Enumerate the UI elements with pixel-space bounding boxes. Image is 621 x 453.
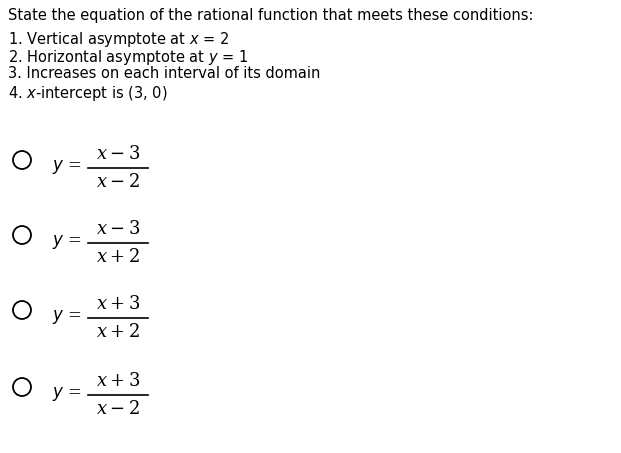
Text: $x-2$: $x-2$ xyxy=(96,173,140,191)
Text: $x+2$: $x+2$ xyxy=(96,323,140,341)
Text: State the equation of the rational function that meets these conditions:: State the equation of the rational funct… xyxy=(8,8,533,23)
Text: $x-2$: $x-2$ xyxy=(96,400,140,418)
Text: 3. Increases on each interval of its domain: 3. Increases on each interval of its dom… xyxy=(8,66,320,81)
Text: $x-3$: $x-3$ xyxy=(96,220,140,238)
Text: $x+3$: $x+3$ xyxy=(96,372,140,390)
Text: $y$ =: $y$ = xyxy=(52,308,82,326)
Text: $x+2$: $x+2$ xyxy=(96,248,140,266)
Text: $x+3$: $x+3$ xyxy=(96,295,140,313)
Text: 1. Vertical asymptote at $x$ = 2: 1. Vertical asymptote at $x$ = 2 xyxy=(8,30,229,49)
Text: 4. $x$-intercept is (3, 0): 4. $x$-intercept is (3, 0) xyxy=(8,84,168,103)
Text: $y$ =: $y$ = xyxy=(52,158,82,176)
Text: $y$ =: $y$ = xyxy=(52,385,82,403)
Text: 2. Horizontal asymptote at $y$ = 1: 2. Horizontal asymptote at $y$ = 1 xyxy=(8,48,248,67)
Text: $y$ =: $y$ = xyxy=(52,233,82,251)
Text: $x-3$: $x-3$ xyxy=(96,145,140,163)
